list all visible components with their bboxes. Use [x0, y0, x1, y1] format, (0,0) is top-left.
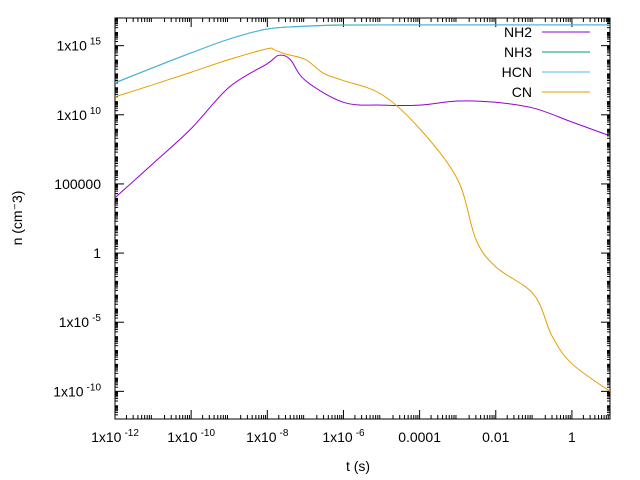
y-tick-label: 1x10 10 [57, 106, 102, 123]
x-tick-label: 1x10 -12 [91, 428, 139, 445]
y-tick-label: 1x10 -5 [59, 313, 102, 330]
x-tick-label: 1x10 -6 [322, 428, 365, 445]
x-tick-label: 0.0001 [398, 429, 441, 445]
y-tick-label: 1x10 -10 [53, 382, 101, 399]
x-tick-label: 0.01 [482, 429, 509, 445]
y-axis-ticks: 1x10 15 1x10 10 100000 1 1x10 -5 1x10 -10 [53, 18, 610, 416]
x-tick-label: 1 [568, 429, 576, 445]
x-tick-label: 1x10 -8 [246, 428, 289, 445]
series-line-nh2 [114, 54, 611, 199]
legend: NH2 NH3 HCN CN [502, 24, 590, 100]
y-axis-label: n (cm⁻3) [9, 191, 25, 246]
legend-label-cn: CN [512, 84, 532, 100]
series-line-hcn [114, 24, 610, 84]
legend-label-nh3: NH3 [504, 44, 532, 60]
series-line-cn [114, 47, 611, 392]
x-axis-ticks: 1x10 -12 1x10 -10 1x10 -8 1x10 -6 0.0001 0.01 1 [91, 18, 609, 445]
x-tick-label: 1x10 -10 [167, 428, 215, 445]
y-tick-label: 100000 [54, 176, 101, 192]
series-layer [114, 24, 611, 392]
legend-label-nh2: NH2 [504, 24, 532, 40]
x-axis-label: t (s) [346, 458, 370, 474]
plot-frame [114, 17, 611, 420]
y-tick-label: 1 [93, 245, 101, 261]
legend-label-hcn: HCN [502, 64, 532, 80]
y-tick-label: 1x10 15 [57, 37, 102, 54]
